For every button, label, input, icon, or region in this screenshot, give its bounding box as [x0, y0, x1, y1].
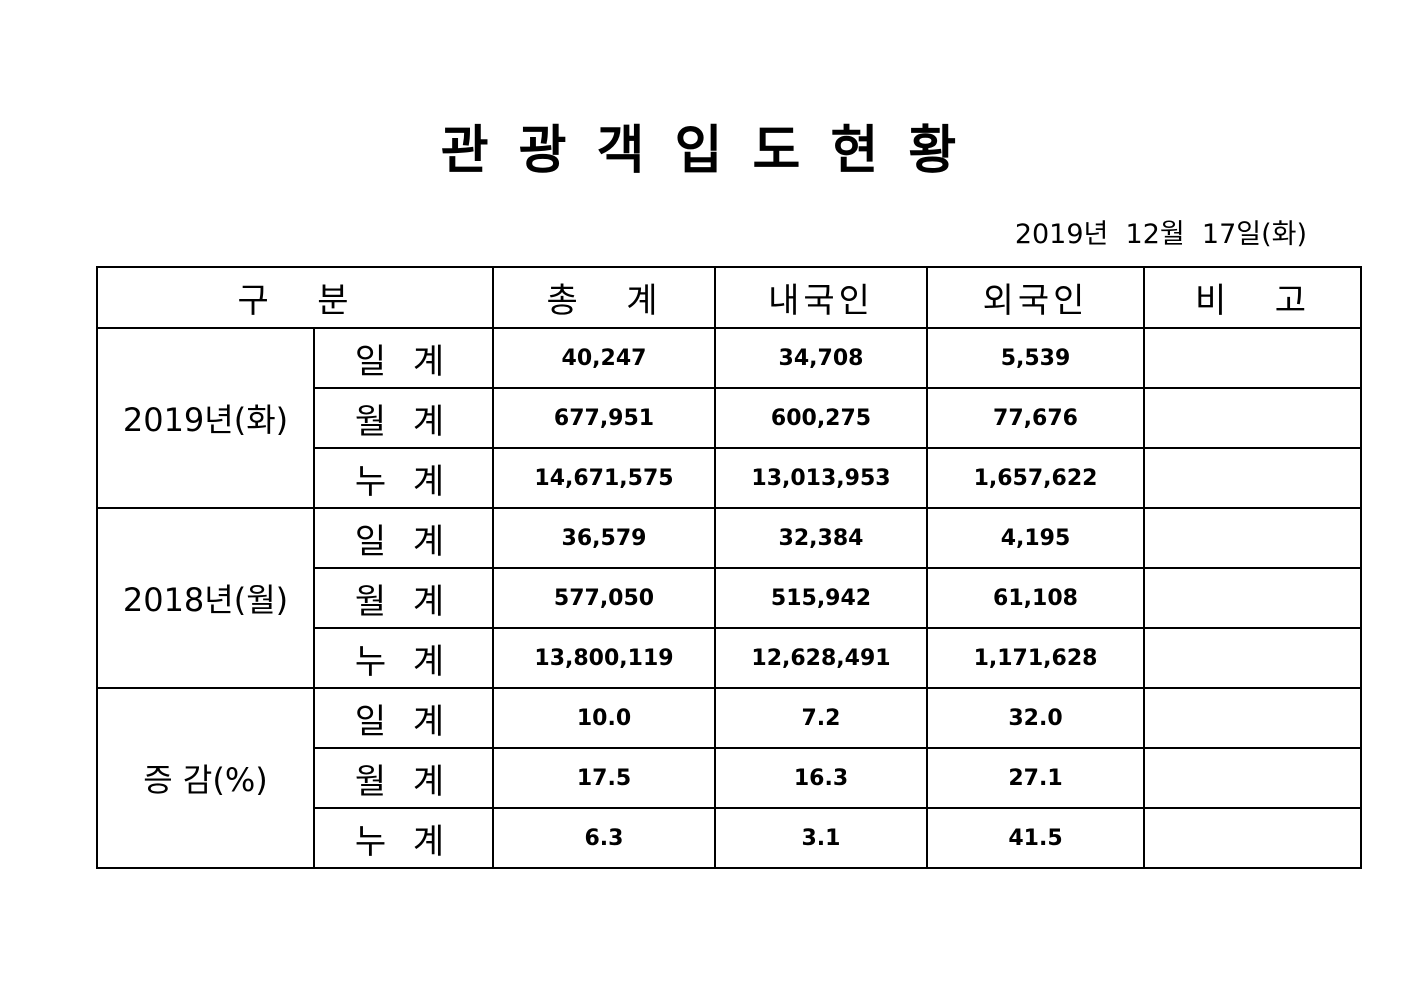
value-cell: 32,384 — [714, 507, 928, 569]
value-cell: 12,628,491 — [714, 627, 928, 689]
value-cell: 34,708 — [714, 327, 928, 389]
remark-cell — [1143, 447, 1362, 509]
header-cell: 총 계 — [492, 266, 716, 329]
value-cell: 577,050 — [492, 567, 716, 629]
value-cell: 32.0 — [926, 687, 1145, 749]
remark-cell — [1143, 327, 1362, 389]
remark-cell — [1143, 567, 1362, 629]
value-cell: 77,676 — [926, 387, 1145, 449]
data-row: 누 계 6.3 3.1 41.5 — [97, 807, 1362, 869]
value-cell: 40,247 — [492, 327, 716, 389]
value-cell: 600,275 — [714, 387, 928, 449]
value-cell: 13,013,953 — [714, 447, 928, 509]
value-cell: 13,800,119 — [492, 627, 716, 689]
data-row: 월 계 577,050 515,942 61,108 — [97, 567, 1362, 629]
value-cell: 27.1 — [926, 747, 1145, 809]
value-cell: 61,108 — [926, 567, 1145, 629]
row-label: 월 계 — [313, 747, 494, 809]
header-cell: 비 고 — [1143, 266, 1362, 329]
value-cell: 6.3 — [492, 807, 716, 869]
row-label: 누 계 — [313, 627, 494, 689]
data-row: 누 계 14,671,575 13,013,953 1,657,622 — [97, 447, 1362, 509]
value-cell: 7.2 — [714, 687, 928, 749]
data-row: 2019년(화) 일 계 40,247 34,708 5,539 — [96, 327, 1362, 509]
header-cell: 내국인 — [714, 266, 928, 329]
value-cell: 14,671,575 — [492, 447, 716, 509]
data-row: 2018년(월) 일 계 36,579 32,384 4,195 — [96, 507, 1362, 689]
value-cell: 4,195 — [926, 507, 1145, 569]
row-label: 누 계 — [313, 447, 494, 509]
value-cell: 36,579 — [492, 507, 716, 569]
remark-cell — [1143, 387, 1362, 449]
remark-cell — [1143, 507, 1362, 569]
data-row: 월 계 17.5 16.3 27.1 — [97, 747, 1362, 809]
data-row: 누 계 13,800,119 12,628,491 1,171,628 — [97, 627, 1362, 689]
header-cell: 구 분 — [96, 266, 494, 329]
group-label: 증 감(%) — [96, 687, 315, 869]
data-row: 월 계 677,951 600,275 77,676 — [97, 387, 1362, 449]
value-cell: 1,657,622 — [926, 447, 1145, 509]
value-cell: 1,171,628 — [926, 627, 1145, 689]
date: 2019년 12월 17일(화) — [1014, 219, 1307, 250]
remark-cell — [1143, 807, 1362, 869]
value-cell: 16.3 — [714, 747, 928, 809]
remark-cell — [1143, 687, 1362, 749]
row-label: 일 계 — [313, 327, 494, 389]
remark-cell — [1143, 747, 1362, 809]
header-cell: 외국인 — [926, 266, 1145, 329]
row-label: 월 계 — [313, 567, 494, 629]
value-cell: 10.0 — [492, 687, 716, 749]
value-cell: 3.1 — [714, 807, 928, 869]
title: 관 광 객 입 도 현 황 — [440, 121, 963, 181]
group-label: 2019년(화) — [96, 327, 315, 509]
row-label: 일 계 — [313, 687, 494, 749]
value-cell: 41.5 — [926, 807, 1145, 869]
remark-cell — [1143, 627, 1362, 689]
value-cell: 677,951 — [492, 387, 716, 449]
row-label: 일 계 — [313, 507, 494, 569]
row-label: 월 계 — [313, 387, 494, 449]
row-label: 누 계 — [313, 807, 494, 869]
value-cell: 5,539 — [926, 327, 1145, 389]
value-cell: 515,942 — [714, 567, 928, 629]
group-label: 2018년(월) — [96, 507, 315, 689]
data-row: 증 감(%) 일 계 10.0 7.2 32.0 — [96, 687, 1362, 869]
value-cell: 17.5 — [492, 747, 716, 809]
